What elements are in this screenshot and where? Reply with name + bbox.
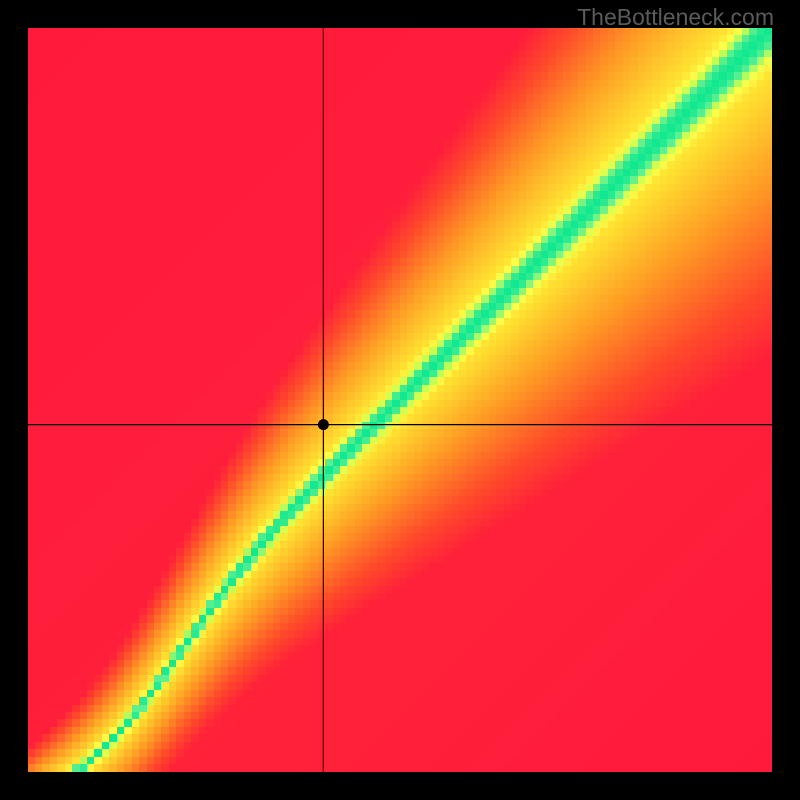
chart-container: TheBottleneck.com (0, 0, 800, 800)
watermark-text: TheBottleneck.com (577, 4, 774, 31)
bottleneck-heatmap (28, 28, 772, 772)
